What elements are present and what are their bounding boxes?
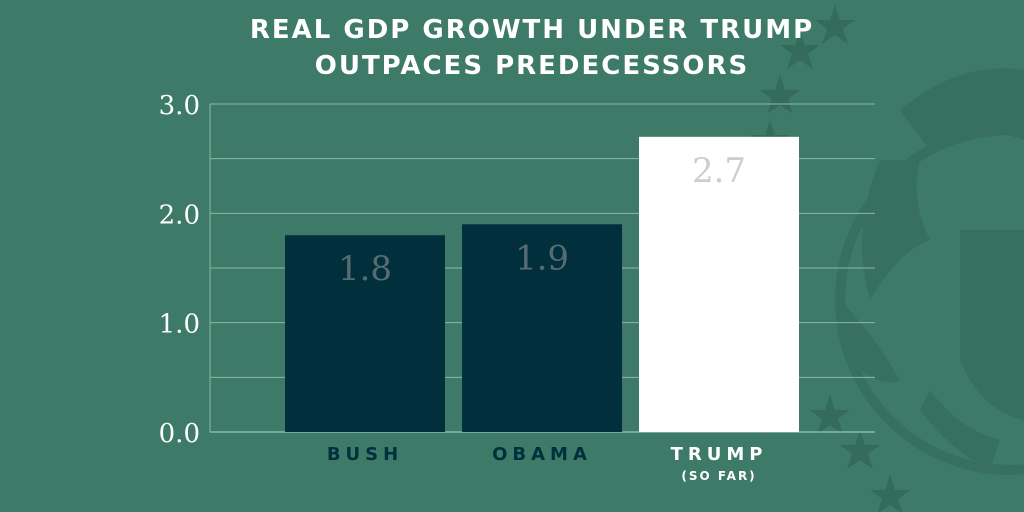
category-label: OBAMA xyxy=(492,444,592,465)
title-line-2: OUTPACES PREDECESSORS xyxy=(314,51,750,81)
bar-obama xyxy=(462,224,622,432)
y-tick-label: 1.0 xyxy=(159,310,200,340)
bar-bush xyxy=(285,235,445,432)
bar-trump xyxy=(639,136,799,433)
y-tick-label: 2.0 xyxy=(159,200,200,230)
bar-value-label: 1.9 xyxy=(515,238,569,278)
category-sublabel: (SO FAR) xyxy=(681,469,756,483)
y-tick-label: 0.0 xyxy=(159,419,200,449)
category-label: BUSH xyxy=(327,444,403,465)
title-line-1: REAL GDP GROWTH UNDER TRUMP xyxy=(249,15,815,45)
category-label: TRUMP xyxy=(671,444,768,465)
bar-value-label: 2.7 xyxy=(692,151,746,191)
bar-value-label: 1.8 xyxy=(338,249,392,289)
chart-title: REAL GDP GROWTH UNDER TRUMP OUTPACES PRE… xyxy=(0,12,1024,84)
y-tick-label: 3.0 xyxy=(159,91,200,121)
